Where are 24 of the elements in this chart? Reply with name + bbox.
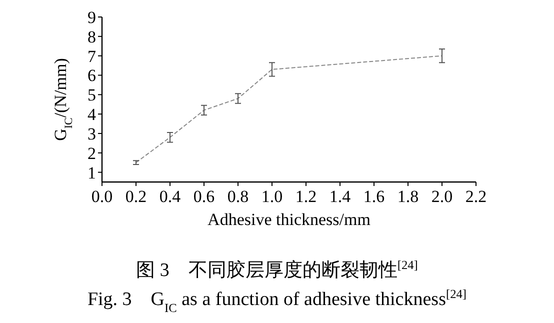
x-tick-label: 2.2 [465, 187, 487, 206]
y-tick-label: 4 [88, 105, 96, 124]
y-tick-label: 9 [88, 8, 96, 27]
caption: 图 3 不同胶层厚度的断裂韧性$^{[24]}$ [136, 258, 418, 281]
x-tick-label: 1.8 [397, 187, 419, 206]
y-tick-label: 1 [88, 163, 96, 182]
x-tick-label: 0.6 [193, 187, 215, 206]
y-tick-label: 2 [88, 144, 96, 163]
x-tick-label: 2.0 [431, 187, 453, 206]
y-tick-label: 7 [88, 46, 96, 66]
x-tick-label: 1.6 [363, 187, 385, 206]
caption: Fig. 3 G$_{IC}$ as a function of adhesive thickness$^{[24]}$ [87, 287, 467, 315]
x-axis-title: Adhesive thickness/mm [208, 210, 370, 229]
y-tick-label: 8 [88, 27, 96, 46]
x-tick-label: 0.8 [227, 187, 249, 206]
x-tick-label: 1.0 [261, 187, 283, 206]
y-tick-label: 3 [88, 124, 96, 144]
x-tick-label: 0.0 [91, 187, 113, 206]
x-tick-label: 1.2 [295, 187, 317, 206]
x-tick-label: 0.2 [125, 187, 147, 206]
x-tick-label: 1.4 [329, 187, 352, 206]
y-tick-label: 6 [88, 66, 96, 86]
y-tick-label: 5 [88, 86, 96, 105]
x-tick-label: 0.4 [159, 187, 182, 206]
